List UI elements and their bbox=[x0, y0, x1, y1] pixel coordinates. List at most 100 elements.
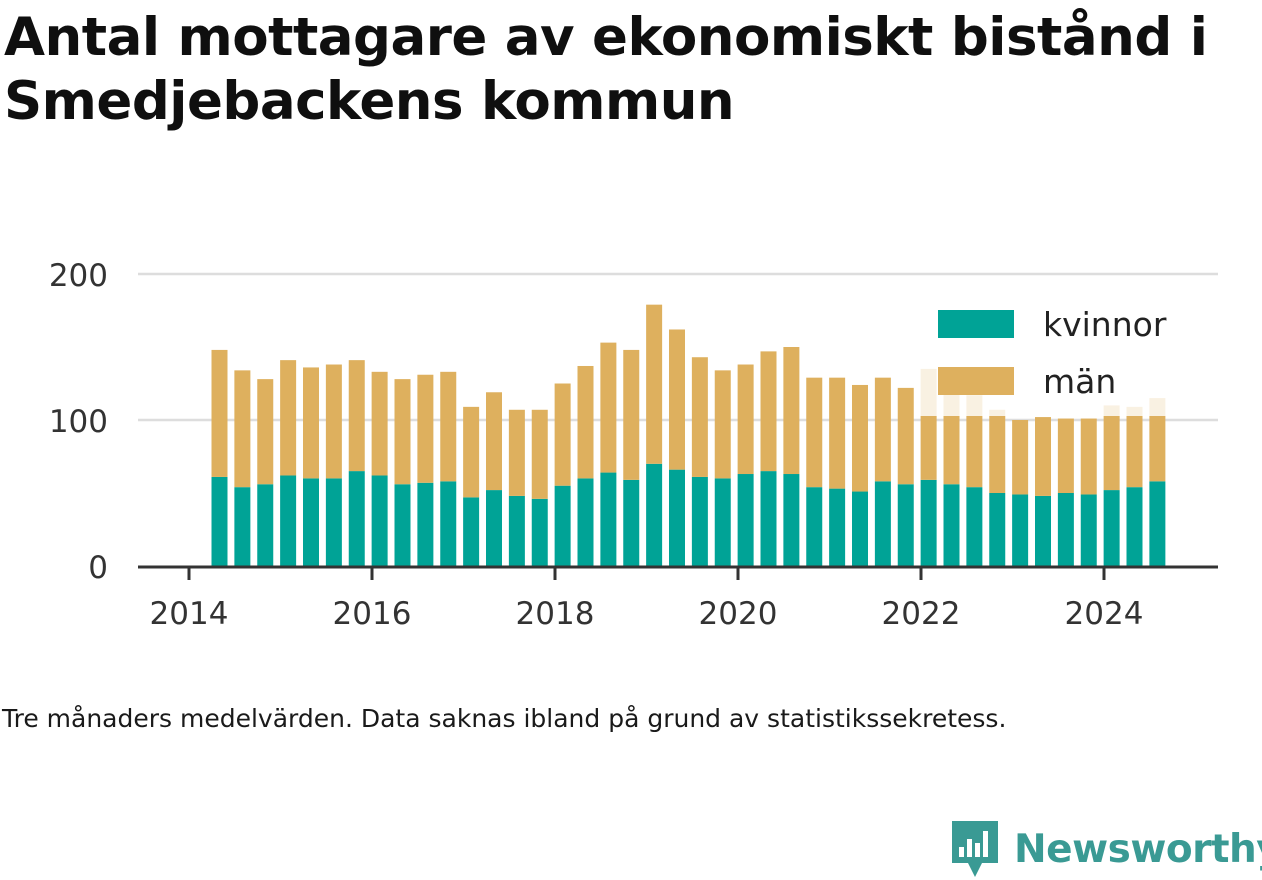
stacked-bar-chart: 0 100 200 2014 2016 2018 2020 2022 2024 kvinnor… bbox=[49, 258, 1218, 632]
y-tick-label: 100 bbox=[49, 404, 108, 440]
y-axis-labels: 0 100 200 bbox=[49, 258, 108, 586]
bar-kvinnor bbox=[1103, 490, 1120, 566]
bar-man bbox=[829, 377, 846, 489]
bar-kvinnor bbox=[417, 482, 434, 566]
bar-man bbox=[1057, 418, 1074, 493]
bar-kvinnor bbox=[1126, 487, 1143, 566]
bar-kvinnor bbox=[348, 471, 365, 566]
bar-kvinnor bbox=[600, 472, 617, 566]
bar-man bbox=[348, 360, 365, 472]
bar-kvinnor bbox=[234, 487, 251, 566]
bar-man bbox=[737, 364, 754, 475]
bar-kvinnor bbox=[646, 463, 663, 566]
bar-man bbox=[623, 349, 640, 480]
bar-kvinnor bbox=[760, 471, 777, 566]
bar-kvinnor bbox=[691, 476, 708, 566]
bar-man bbox=[966, 395, 983, 488]
bar-man bbox=[714, 370, 731, 479]
bar-kvinnor bbox=[394, 484, 411, 566]
bar-man bbox=[646, 304, 663, 464]
x-tick-label: 2022 bbox=[882, 596, 961, 632]
bar-kvinnor bbox=[714, 478, 731, 566]
bar-kvinnor bbox=[1149, 481, 1166, 566]
bar-kvinnor bbox=[1057, 493, 1074, 566]
bar-man bbox=[783, 347, 800, 475]
bar-man bbox=[669, 329, 685, 470]
bar-kvinnor bbox=[897, 484, 914, 566]
bar-man bbox=[1103, 405, 1120, 491]
chart-title: Antal mottagare av ekonomiskt bistånd i … bbox=[4, 7, 1208, 132]
bar-man bbox=[394, 379, 411, 485]
bars bbox=[211, 304, 1166, 566]
bar-kvinnor bbox=[806, 487, 823, 566]
x-axis-ticks: 2014 2016 2018 2020 2022 2024 bbox=[150, 567, 1143, 632]
bar-kvinnor bbox=[1012, 494, 1029, 566]
bar-kvinnor bbox=[463, 497, 480, 566]
bar-kvinnor bbox=[280, 475, 297, 566]
bar-kvinnor bbox=[325, 478, 342, 566]
bar-kvinnor bbox=[508, 495, 525, 566]
x-tick-label: 2014 bbox=[150, 596, 229, 632]
bar-man bbox=[600, 342, 617, 473]
bar-man bbox=[211, 349, 228, 477]
bar-man bbox=[1149, 398, 1166, 482]
bar-man bbox=[234, 370, 251, 488]
bar-kvinnor bbox=[783, 474, 800, 566]
bar-man bbox=[257, 379, 274, 485]
y-tick-label: 0 bbox=[88, 550, 108, 586]
bar-man bbox=[371, 371, 388, 476]
y-tick-label: 200 bbox=[49, 258, 108, 294]
bar-man bbox=[325, 364, 342, 479]
x-tick-label: 2016 bbox=[333, 596, 412, 632]
bar-man bbox=[806, 377, 823, 488]
bar-kvinnor bbox=[669, 469, 685, 566]
bar-man bbox=[577, 365, 594, 479]
bar-man bbox=[280, 360, 297, 476]
bar-man bbox=[531, 409, 548, 499]
bar-kvinnor bbox=[966, 487, 983, 566]
bar-kvinnor bbox=[554, 485, 571, 566]
bar-kvinnor bbox=[531, 498, 548, 566]
legend-swatch-man bbox=[938, 367, 1014, 395]
bar-man bbox=[463, 406, 480, 498]
bar-kvinnor bbox=[1080, 494, 1097, 566]
bar-man bbox=[691, 357, 708, 477]
legend-swatch-kvinnor bbox=[938, 310, 1014, 338]
bar-kvinnor bbox=[486, 490, 502, 566]
bar-man bbox=[508, 409, 525, 496]
bar-kvinnor bbox=[623, 479, 640, 566]
x-tick-label: 2018 bbox=[516, 596, 595, 632]
bar-kvinnor bbox=[852, 491, 868, 566]
bar-kvinnor bbox=[829, 488, 846, 566]
bar-man bbox=[303, 367, 319, 479]
brand-name: Newsworthy bbox=[1014, 826, 1262, 872]
bar-man bbox=[852, 384, 868, 492]
newsworthy-logo-icon bbox=[952, 821, 998, 877]
bar-man bbox=[1080, 418, 1097, 495]
legend-label-kvinnor: kvinnor bbox=[1043, 305, 1167, 344]
bar-man bbox=[554, 383, 571, 486]
bar-man bbox=[417, 374, 434, 483]
bar-kvinnor bbox=[989, 493, 1006, 566]
brand-logo: Newsworthy bbox=[950, 818, 1262, 880]
bar-man bbox=[486, 392, 502, 491]
legend: kvinnor män bbox=[920, 296, 1190, 416]
bar-kvinnor bbox=[371, 475, 388, 566]
x-tick-label: 2020 bbox=[699, 596, 778, 632]
bar-kvinnor bbox=[737, 474, 754, 566]
bar-man bbox=[760, 351, 777, 472]
bar-kvinnor bbox=[943, 484, 960, 566]
bar-man bbox=[440, 371, 457, 482]
bar-kvinnor bbox=[1035, 495, 1051, 566]
bar-kvinnor bbox=[577, 478, 594, 566]
footnote: Tre månaders medelvärden. Data saknas ib… bbox=[2, 704, 1007, 733]
bar-man bbox=[1012, 420, 1029, 495]
bar-kvinnor bbox=[440, 481, 457, 566]
bar-man bbox=[1126, 406, 1143, 488]
bar-kvinnor bbox=[303, 478, 319, 566]
bar-man bbox=[1035, 417, 1051, 496]
bar-man bbox=[874, 377, 891, 482]
bar-man bbox=[989, 409, 1006, 493]
bar-kvinnor bbox=[874, 481, 891, 566]
bar-man bbox=[897, 387, 914, 485]
